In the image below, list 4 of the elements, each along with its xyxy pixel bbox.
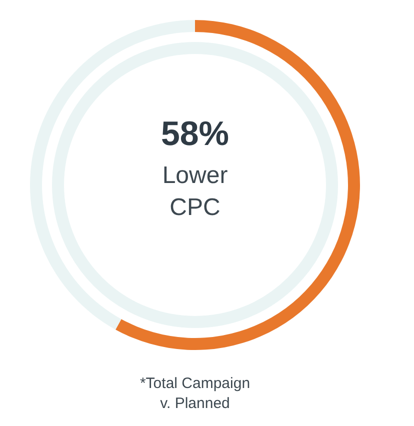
- donut-slice: [116, 20, 360, 350]
- text: 58%: [160, 115, 230, 153]
- text: Lower CPC: [162, 162, 228, 221]
- text: *Total Campaign v. Planned: [140, 375, 250, 412]
